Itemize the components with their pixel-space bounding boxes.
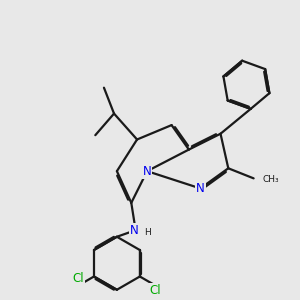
Text: Cl: Cl [149, 284, 161, 297]
Text: N: N [130, 224, 139, 237]
Text: N: N [143, 165, 152, 178]
Text: H: H [144, 228, 151, 237]
Text: Cl: Cl [72, 272, 84, 285]
Text: CH₃: CH₃ [262, 175, 279, 184]
Text: N: N [196, 182, 205, 195]
